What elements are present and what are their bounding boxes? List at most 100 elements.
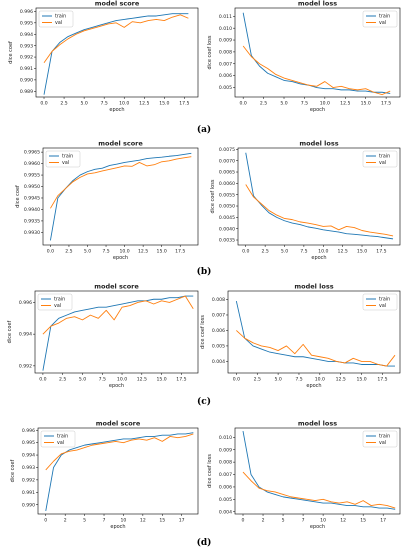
- x-tick-label: 10.0: [119, 101, 129, 107]
- legend-label-train: train: [62, 154, 73, 160]
- x-tick-label: 5.0: [281, 249, 288, 255]
- y-tick-label: 0.9940: [24, 207, 40, 213]
- x-tick-label: 10: [320, 518, 326, 524]
- x-axis-label: epoch: [310, 107, 325, 113]
- y-axis-label: dice coef loss: [207, 35, 213, 69]
- x-tick-label: 15.0: [356, 377, 366, 383]
- x-tick-label: 7.5: [301, 101, 308, 107]
- chart-panel-2: 0.0 2.5 5.0 7.5 10.0 12.5 15.0 17.5 0.9930 0.9935…: [15, 140, 199, 261]
- legend-label-val: val: [379, 20, 386, 26]
- x-tick-label: 12.5: [336, 377, 346, 383]
- y-tick-label: 0.990: [20, 77, 33, 83]
- legend-label-train: train: [379, 154, 390, 160]
- y-axis-label: dice coef: [8, 41, 14, 64]
- x-axis-label: epoch: [110, 524, 125, 530]
- x-tick-label: 15.0: [159, 101, 169, 107]
- y-tick-label: 0.993: [20, 43, 33, 49]
- series-line-val: [45, 433, 194, 471]
- y-axis-label: dice coef loss: [200, 315, 206, 349]
- x-tick-label: 2: [64, 518, 67, 524]
- x-tick-label: 7: [103, 518, 106, 524]
- chart-panel-7: 0 2 5 7 10 12 15 17 0.004 0.005 0.006 0.007 0.008 0.0…: [207, 420, 401, 530]
- y-tick-label: 0.995: [20, 20, 33, 26]
- x-axis-label: epoch: [113, 255, 128, 261]
- x-axis-label: epoch: [306, 383, 321, 389]
- x-tick-label: 0: [242, 518, 245, 524]
- x-tick-label: 7.5: [102, 249, 109, 255]
- x-tick-label: 2.5: [65, 249, 72, 255]
- y-tick-label: 0.008: [219, 50, 232, 56]
- series-line-train: [235, 300, 395, 367]
- y-tick-label: 0.9945: [24, 196, 40, 202]
- series-line-val: [245, 184, 394, 237]
- x-tick-label: 7.5: [295, 377, 302, 383]
- x-tick-label: 12: [340, 518, 346, 524]
- x-tick-label: 15.0: [157, 249, 167, 255]
- y-tick-label: 0.990: [22, 502, 35, 508]
- x-tick-label: 2: [262, 518, 265, 524]
- x-tick-label: 0: [44, 518, 47, 524]
- y-tick-label: 0.005: [219, 85, 232, 91]
- y-tick-label: 0.995: [22, 440, 35, 446]
- x-tick-label: 5.0: [280, 101, 287, 107]
- x-tick-label: 5.0: [274, 377, 281, 383]
- series-line-val: [242, 471, 396, 509]
- series-line-train: [43, 13, 189, 95]
- y-tick-label: 0.005: [219, 497, 232, 503]
- y-axis-label: dice coef loss: [207, 454, 213, 488]
- y-tick-label: 0.008: [219, 460, 232, 466]
- y-tick-label: 0.009: [219, 447, 232, 453]
- legend-label-val: val: [55, 20, 62, 26]
- y-tick-label: 0.992: [22, 477, 35, 483]
- series-line-val: [50, 156, 192, 209]
- x-tick-label: 12.5: [138, 249, 148, 255]
- x-tick-label: 17: [179, 518, 185, 524]
- x-tick-label: 12.5: [338, 249, 348, 255]
- x-tick-label: 7.5: [99, 377, 106, 383]
- x-tick-label: 17.5: [179, 101, 189, 107]
- x-axis-label: epoch: [109, 383, 124, 389]
- row-label-d: (d): [197, 537, 212, 548]
- legend-label-train: train: [54, 297, 65, 303]
- x-tick-label: 15.0: [361, 101, 371, 107]
- y-tick-label: 0.011: [219, 14, 232, 20]
- x-tick-label: 7.5: [300, 249, 307, 255]
- x-tick-label: 5: [282, 518, 285, 524]
- y-tick-label: 0.006: [219, 485, 232, 491]
- y-tick-label: 0.0045: [219, 215, 235, 221]
- chart-title: model score: [94, 283, 139, 291]
- y-tick-label: 0.004: [212, 359, 225, 365]
- x-tick-label: 10.0: [318, 249, 328, 255]
- y-tick-label: 0.0055: [219, 192, 235, 198]
- y-axis-label: dice coef: [10, 459, 16, 482]
- x-tick-label: 10.0: [117, 377, 127, 383]
- y-axis-label: dice coef: [7, 320, 13, 343]
- y-tick-label: 0.0075: [219, 147, 235, 153]
- row-label-c: (c): [197, 396, 211, 407]
- x-tick-label: 12: [140, 518, 146, 524]
- y-tick-label: 0.0060: [219, 181, 235, 187]
- x-tick-label: 2.5: [254, 377, 261, 383]
- y-tick-label: 0.0050: [219, 204, 235, 210]
- x-tick-label: 0.0: [39, 377, 46, 383]
- y-tick-label: 0.004: [219, 509, 232, 515]
- y-tick-label: 0.010: [219, 26, 232, 32]
- x-tick-label: 0.0: [240, 101, 247, 107]
- y-tick-label: 0.0035: [219, 238, 235, 244]
- x-tick-label: 2.5: [260, 101, 267, 107]
- x-tick-label: 12.5: [137, 377, 147, 383]
- y-tick-label: 0.006: [212, 328, 225, 334]
- y-tick-label: 0.9955: [24, 173, 40, 179]
- y-tick-label: 0.9965: [24, 150, 40, 156]
- x-tick-label: 7: [302, 518, 305, 524]
- x-tick-label: 15.0: [357, 249, 367, 255]
- y-tick-label: 0.007: [212, 313, 225, 319]
- x-tick-label: 10: [121, 518, 127, 524]
- y-tick-label: 0.996: [22, 428, 35, 434]
- series-line-train: [242, 431, 396, 510]
- x-tick-label: 12.5: [340, 101, 350, 107]
- y-tick-label: 0.008: [212, 297, 225, 303]
- x-tick-label: 12.5: [139, 101, 149, 107]
- legend-label-train: train: [57, 434, 68, 440]
